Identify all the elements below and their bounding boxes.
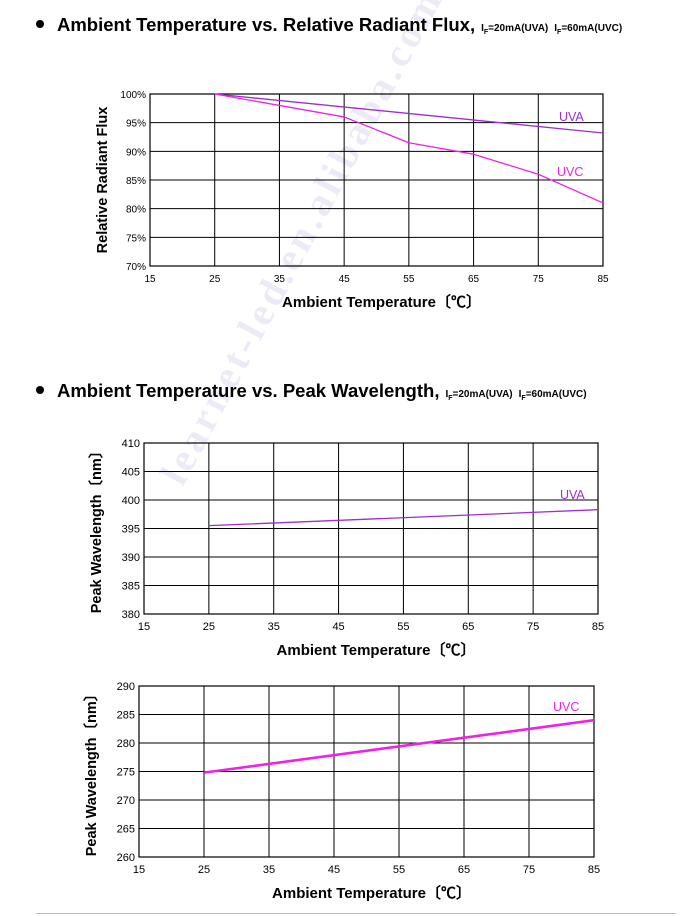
x-tick-label: 35 (263, 864, 275, 876)
y-tick-label: 100% (120, 90, 146, 101)
y-tick-label: 410 (122, 438, 140, 450)
heading-title: Ambient Temperature vs. Peak Wavelength (57, 380, 435, 401)
heading-radiant-flux: Ambient Temperature vs. Relative Radiant… (36, 14, 622, 36)
y-tick-label: 80% (126, 205, 146, 216)
bullet-icon (36, 386, 44, 394)
series-line-uvc (203, 718, 595, 774)
bottom-divider (36, 913, 676, 914)
x-tick-label: 85 (588, 864, 600, 876)
y-tick-label: 75% (126, 233, 146, 244)
plot-frame (138, 685, 595, 858)
y-axis-label: Relative Radiant Flux (95, 107, 111, 254)
x-axis-label: Ambient Temperature〔℃〕 (272, 884, 471, 902)
y-tick-label: 405 (122, 467, 140, 479)
plot-frame (143, 442, 599, 615)
y-tick-label: 380 (122, 609, 140, 621)
y-tick-label: 290 (117, 681, 135, 693)
series-line-uva (214, 93, 604, 134)
y-tick-label: 275 (117, 767, 135, 779)
x-tick-label: 15 (144, 274, 156, 285)
series-label-uvc: UVC (557, 165, 583, 179)
condition-uva: IF=20mA(UVA) (481, 23, 549, 36)
heading-peak-wavelength: Ambient Temperature vs. Peak Wavelength,… (36, 380, 587, 402)
y-axis-label: Peak Wavelength〔nm〕 (82, 687, 100, 856)
x-axis-label: Ambient Temperature〔℃〕 (282, 293, 481, 311)
x-tick-label: 65 (468, 274, 480, 285)
y-tick-label: 70% (126, 262, 146, 273)
y-axis-label: Peak Wavelength〔nm〕 (87, 444, 105, 613)
x-tick-label: 55 (397, 621, 409, 633)
y-tick-label: 90% (126, 147, 146, 158)
x-tick-label: 75 (527, 621, 539, 633)
heading-title: Ambient Temperature vs. Relative Radiant… (57, 14, 470, 35)
y-tick-label: 390 (122, 552, 140, 564)
y-tick-label: 385 (122, 581, 140, 593)
y-tick-label: 395 (122, 524, 140, 536)
series-label-uvc: UVC (553, 700, 579, 714)
x-tick-label: 55 (393, 864, 405, 876)
x-axis-label: Ambient Temperature〔℃〕 (277, 641, 476, 659)
x-tick-label: 25 (203, 621, 215, 633)
x-tick-label: 45 (328, 864, 340, 876)
series-label-uva: UVA (559, 110, 584, 124)
x-tick-label: 45 (339, 274, 351, 285)
x-tick-label: 35 (268, 621, 280, 633)
x-tick-label: 65 (462, 621, 474, 633)
x-tick-label: 15 (138, 621, 150, 633)
x-tick-label: 15 (133, 864, 145, 876)
x-tick-label: 75 (533, 274, 545, 285)
x-tick-label: 75 (523, 864, 535, 876)
x-tick-label: 65 (458, 864, 470, 876)
series-line-uva (208, 509, 599, 527)
y-tick-label: 95% (126, 119, 146, 130)
condition-uvc: IF=60mA(UVC) (518, 389, 587, 402)
x-tick-label: 25 (198, 864, 210, 876)
plot-frame (149, 93, 604, 267)
series-line-uvc (214, 93, 604, 204)
bullet-icon (36, 20, 44, 28)
y-tick-label: 285 (117, 710, 135, 722)
y-tick-label: 400 (122, 495, 140, 507)
x-tick-label: 45 (332, 621, 344, 633)
y-tick-label: 280 (117, 738, 135, 750)
x-tick-label: 25 (209, 274, 221, 285)
y-tick-label: 270 (117, 795, 135, 807)
y-tick-label: 265 (117, 824, 135, 836)
y-tick-label: 85% (126, 176, 146, 187)
x-tick-label: 85 (597, 274, 609, 285)
y-tick-label: 260 (117, 852, 135, 864)
series-label-uva: UVA (560, 488, 585, 502)
condition-uva: IF=20mA(UVA) (445, 389, 513, 402)
condition-uvc: IF=60mA(UVC) (554, 23, 623, 36)
x-tick-label: 55 (403, 274, 415, 285)
x-tick-label: 35 (274, 274, 286, 285)
x-tick-label: 85 (592, 621, 604, 633)
